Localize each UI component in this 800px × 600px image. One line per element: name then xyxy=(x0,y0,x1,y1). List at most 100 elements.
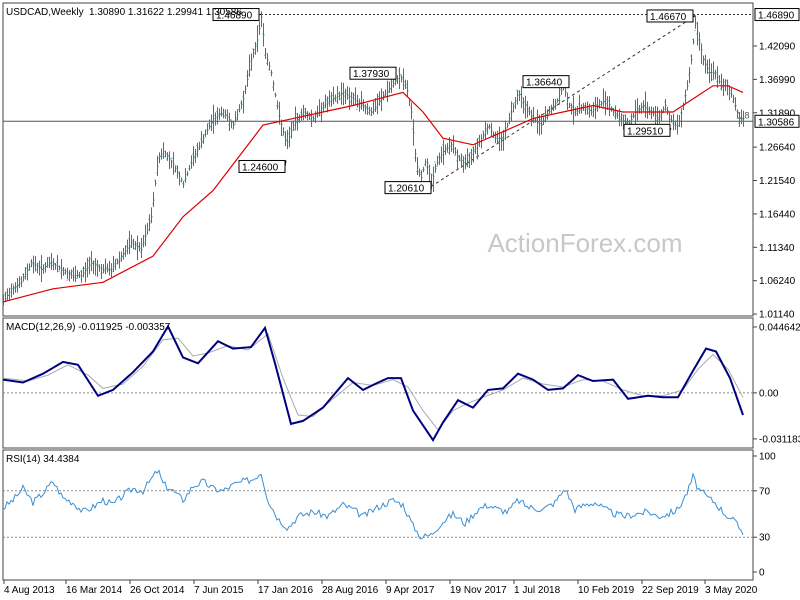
price-bar xyxy=(308,112,311,121)
price-bar xyxy=(108,260,111,276)
price-bar xyxy=(500,132,503,151)
annotation-box xyxy=(238,159,286,173)
price-bar xyxy=(466,148,469,168)
price-bar xyxy=(154,179,157,187)
price-bar xyxy=(364,104,367,115)
price-bar xyxy=(288,126,291,148)
price-bar xyxy=(528,106,531,116)
price-bar xyxy=(300,108,303,121)
price-bar xyxy=(390,77,393,93)
price-axis-label: 1.01140 xyxy=(759,310,795,321)
moving-average-line xyxy=(2,85,744,303)
price-bar xyxy=(128,230,131,255)
price-bar xyxy=(700,42,703,64)
price-bar xyxy=(258,21,261,35)
price-bar xyxy=(174,165,177,173)
price-bar xyxy=(374,98,377,112)
price-bar xyxy=(70,269,73,279)
price-bar xyxy=(660,108,663,122)
price-bar xyxy=(678,115,681,127)
price-axis-label: 1.36990 xyxy=(759,75,796,86)
price-bar xyxy=(138,242,141,252)
price-bar xyxy=(222,108,225,119)
price-bar xyxy=(632,112,635,119)
annotation-box xyxy=(646,9,694,23)
price-bar xyxy=(286,129,289,150)
price-bar xyxy=(396,75,399,84)
price-bar xyxy=(78,271,81,279)
price-bar xyxy=(90,251,93,272)
price-bar xyxy=(162,142,165,159)
price-bar xyxy=(522,97,525,114)
price-bar xyxy=(10,283,13,298)
rsi-axis-label: 100 xyxy=(759,452,776,463)
price-bar xyxy=(248,54,251,77)
price-bar xyxy=(86,257,89,278)
price-axis-label: 1.42090 xyxy=(759,41,796,52)
price-bar xyxy=(12,283,15,295)
price-bar xyxy=(402,68,405,91)
price-bar xyxy=(62,266,65,276)
price-bar xyxy=(342,82,345,106)
annotation-box xyxy=(623,123,671,137)
price-bar xyxy=(58,265,61,272)
price-bar xyxy=(352,92,355,106)
price-bar xyxy=(476,138,479,160)
price-bar xyxy=(586,101,589,115)
price-bar xyxy=(506,122,509,129)
price-bar xyxy=(336,85,339,104)
price-bar xyxy=(552,98,555,112)
price-bar xyxy=(434,161,437,173)
price-bar xyxy=(42,264,45,274)
price-bar xyxy=(118,251,121,269)
price-bar xyxy=(704,54,707,74)
price-bar xyxy=(94,258,97,276)
price-bar xyxy=(32,255,35,274)
price-bar xyxy=(54,262,57,270)
price-bar xyxy=(110,263,113,277)
price-bar xyxy=(36,262,39,274)
x-axis-label: 16 Mar 2014 xyxy=(66,585,123,596)
price-bar xyxy=(98,264,101,272)
price-bar xyxy=(456,149,459,170)
price-bar xyxy=(570,103,573,115)
price-bar xyxy=(510,101,513,121)
price-bar xyxy=(420,170,423,181)
price-bar xyxy=(732,95,735,104)
price-bar xyxy=(136,235,139,261)
price-bar xyxy=(80,269,83,283)
price-bar xyxy=(170,157,173,169)
x-axis-label: 10 Feb 2019 xyxy=(578,585,635,596)
price-bar xyxy=(48,256,51,269)
price-bar xyxy=(550,104,553,115)
price-bar xyxy=(358,98,361,112)
price-bar xyxy=(384,89,387,98)
annotation-text: 1.20610 xyxy=(388,184,425,195)
price-bar xyxy=(376,93,379,115)
price-bar xyxy=(512,102,515,113)
price-bar xyxy=(242,90,245,114)
price-bar xyxy=(208,119,211,130)
price-bar xyxy=(66,267,69,281)
price-bar xyxy=(252,48,255,59)
price-bar xyxy=(178,171,181,186)
price-bar xyxy=(322,101,325,113)
rsi-axis-label: 70 xyxy=(759,486,771,497)
price-bar xyxy=(582,102,585,111)
price-bar xyxy=(164,150,167,158)
rsi-axis-label: 0 xyxy=(759,568,765,579)
price-bar xyxy=(230,119,233,129)
macd-title: MACD(12,26,9) -0.011925 -0.003357 xyxy=(6,322,171,333)
price-bar xyxy=(24,266,27,280)
price-bar xyxy=(530,109,533,127)
price-bar xyxy=(284,131,287,146)
price-bar xyxy=(238,104,241,113)
price-annotation: 1.37930 xyxy=(349,66,397,80)
price-bar xyxy=(644,91,647,118)
annotation-text: 1.37930 xyxy=(353,69,390,80)
price-annotation: 1.46670 xyxy=(646,9,695,23)
price-bar xyxy=(272,80,275,92)
price-bar xyxy=(256,25,259,53)
price-bar xyxy=(244,85,247,95)
price-bar xyxy=(370,107,373,117)
